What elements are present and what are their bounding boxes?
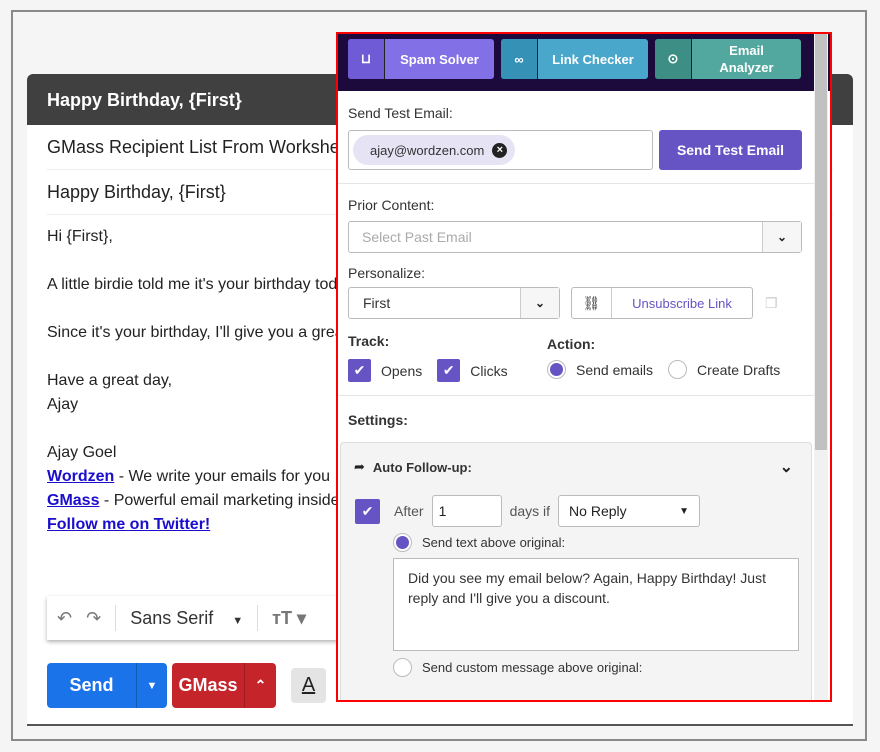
dropdown-arrow-icon: ▼ — [679, 505, 690, 517]
send-button-group: Send ▼ — [47, 663, 167, 708]
clicks-label: Clicks — [470, 362, 508, 379]
link-checker-button[interactable]: ∞ Link Checker — [501, 39, 648, 79]
forward-arrow-icon: ➦ — [354, 459, 365, 474]
action-label: Action: — [547, 336, 596, 352]
days-input[interactable]: 1 — [431, 495, 502, 527]
track-label: Track: — [348, 333, 390, 349]
undo-icon[interactable]: ↶ — [57, 607, 73, 628]
settings-label: Settings: — [348, 412, 408, 428]
formatting-options-icon[interactable]: A — [291, 668, 326, 703]
test-email-label: Send Test Email: — [348, 105, 453, 121]
signature-text: - Powerful email marketing inside — [99, 492, 340, 509]
condition-select[interactable]: No Reply ▼ — [558, 495, 701, 527]
send-emails-label: Send emails — [576, 361, 654, 378]
followup-message-textarea[interactable]: Did you see my email below? Again, Happy… — [393, 558, 799, 651]
after-label: After — [394, 503, 424, 519]
font-select[interactable]: Sans Serif ▼ — [130, 608, 243, 629]
opens-label: Opens — [381, 362, 423, 379]
chevron-down-icon[interactable]: ⌄ — [762, 222, 801, 252]
clicks-checkbox[interactable]: ✔ — [437, 359, 461, 382]
remove-chip-icon[interactable]: × — [492, 142, 508, 158]
days-if-label: days if — [509, 503, 551, 519]
gmass-link[interactable]: GMass — [47, 492, 100, 509]
test-email-input[interactable]: ajay@wordzen.com × — [348, 130, 653, 170]
spam-solver-label: Spam Solver — [400, 51, 479, 67]
link-icon: ∞ — [501, 39, 538, 79]
text-size-icon[interactable]: ᴛT ▾ — [272, 607, 306, 628]
prior-content-select[interactable]: Select Past Email ⌄ — [348, 221, 802, 253]
message-body[interactable]: Hi {First}, A little birdie told me it's… — [27, 215, 853, 547]
chevron-down-icon: ⌄ — [520, 288, 559, 318]
email-analyzer-button[interactable]: ⊙ Email Analyzer — [655, 39, 801, 79]
link-checker-label: Link Checker — [552, 51, 634, 67]
custom-message-label: Send custom message above original: — [422, 660, 643, 675]
personalize-select[interactable]: First ⌄ — [348, 287, 560, 319]
email-chip-text: ajay@wordzen.com — [370, 142, 485, 158]
redo-icon[interactable]: ↷ — [86, 607, 102, 628]
gmass-settings-panel: ⊔ Spam Solver ∞ Link Checker ⊙ Email Ana… — [336, 32, 832, 702]
unsubscribe-link-label: Unsubscribe Link — [632, 295, 732, 311]
spam-solver-button[interactable]: ⊔ Spam Solver — [348, 39, 494, 79]
inbox-icon: ⊔ — [348, 39, 385, 79]
formatting-toolbar: ↶ ↷ Sans Serif ▼ ᴛT ▾ — [47, 596, 347, 640]
font-name: Sans Serif — [130, 607, 214, 628]
email-analyzer-label: Email Analyzer — [719, 43, 774, 75]
condition-value: No Reply — [569, 503, 627, 519]
create-drafts-radio[interactable] — [668, 360, 688, 379]
body-line: Since it's your birthday, I'll give you … — [47, 324, 349, 341]
text-above-original-radio[interactable] — [393, 533, 412, 552]
opens-checkbox[interactable]: ✔ — [348, 359, 371, 382]
personalize-label: Personalize: — [348, 265, 426, 281]
auto-followup-section: ➦ Auto Follow-up: ⌄ ✔ After 1 days if No… — [340, 442, 812, 700]
email-chip: ajay@wordzen.com × — [353, 135, 516, 165]
tools-bar: ⊔ Spam Solver ∞ Link Checker ⊙ Email Ana… — [338, 34, 830, 91]
body-name: Ajay — [47, 396, 79, 413]
body-closing: Have a great day, — [47, 372, 173, 389]
unlink-icon: ⛓ — [572, 288, 612, 318]
chevron-down-icon: ▼ — [232, 614, 244, 627]
prior-content-label: Prior Content: — [348, 197, 435, 213]
twitter-link[interactable]: Follow me on Twitter! — [47, 516, 211, 533]
send-button[interactable]: Send — [47, 663, 137, 708]
signature-name: Ajay Goel — [47, 444, 117, 461]
unsubscribe-link-button[interactable]: ⛓ Unsubscribe Link — [571, 287, 753, 319]
personalize-value: First — [363, 295, 391, 311]
send-emails-radio[interactable] — [547, 360, 566, 379]
gmass-button[interactable]: GMass — [172, 663, 245, 708]
create-drafts-label: Create Drafts — [697, 361, 781, 378]
followup-checkbox[interactable]: ✔ — [355, 498, 380, 524]
chevron-down-icon[interactable]: ⌄ — [779, 459, 793, 476]
prior-content-placeholder: Select Past Email — [362, 229, 472, 245]
custom-message-radio[interactable] — [393, 658, 412, 677]
text-above-original-label: Send text above original: — [422, 535, 566, 550]
signature-text: - We write your emails for you — [114, 468, 331, 485]
chevron-up-icon[interactable]: ⌃ — [254, 677, 267, 693]
gmass-button-group: GMass ⌃ — [172, 663, 276, 708]
panel-scrollbar[interactable] — [814, 34, 828, 700]
copy-icon[interactable]: ❐ — [765, 294, 778, 311]
wordzen-link[interactable]: Wordzen — [47, 468, 115, 485]
body-greeting: Hi {First}, — [47, 228, 113, 245]
send-test-email-button[interactable]: Send Test Email — [659, 130, 802, 170]
analyze-icon: ⊙ — [655, 39, 692, 79]
auto-followup-title: Auto Follow-up: — [372, 459, 472, 475]
send-options-icon[interactable]: ▼ — [146, 679, 158, 692]
body-line: A little birdie told me it's your birthd… — [47, 276, 355, 293]
